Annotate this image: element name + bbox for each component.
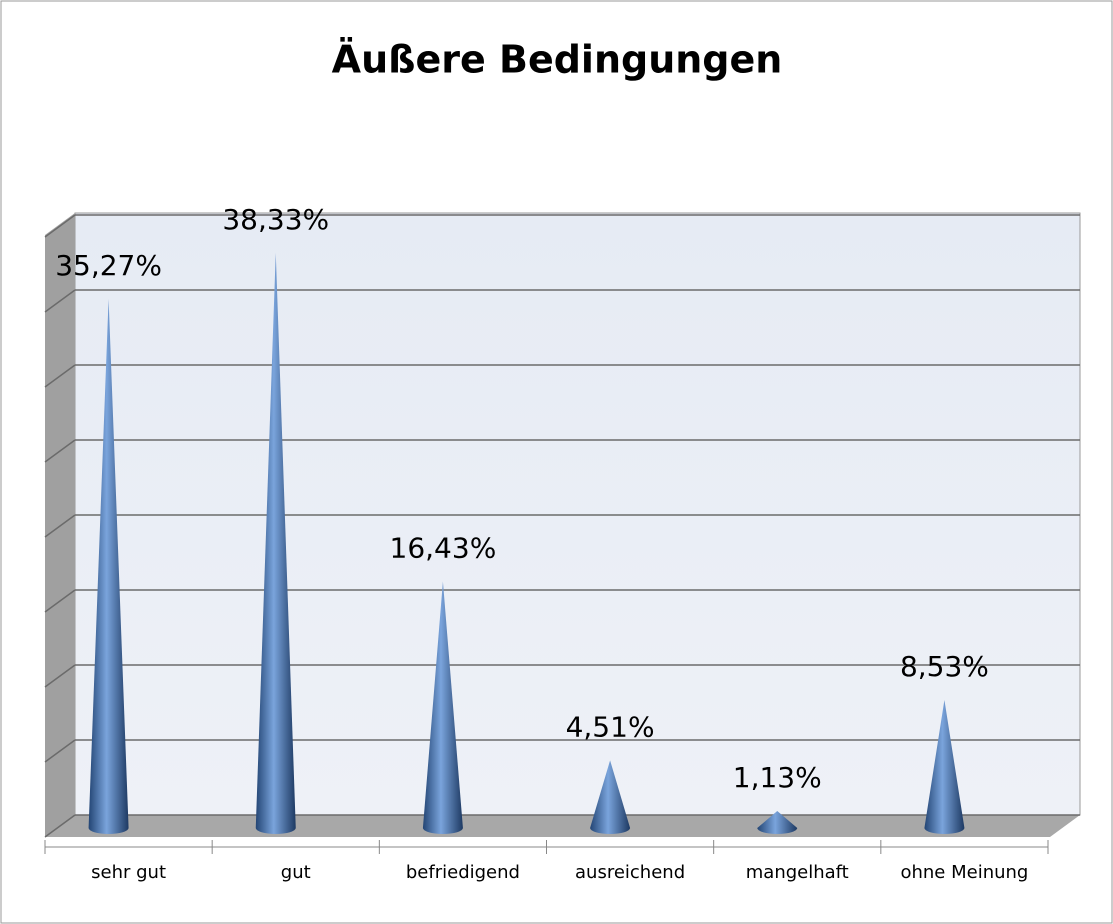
grid-line-side xyxy=(44,514,76,538)
value-label: 38,33% xyxy=(222,203,329,236)
x-tick-label: befriedigend xyxy=(406,862,520,883)
value-label: 4,51% xyxy=(566,710,655,743)
x-tick-label: ausreichend xyxy=(575,862,685,883)
cone xyxy=(924,700,965,834)
x-tick-label: ohne Meinung xyxy=(900,862,1028,883)
grid-line-side xyxy=(44,214,76,238)
grid-line-side xyxy=(44,589,76,613)
x-tick-label: gut xyxy=(281,862,311,883)
cone xyxy=(88,298,129,834)
value-label: 1,13% xyxy=(733,761,822,794)
floor xyxy=(45,815,1080,837)
grid-line-side xyxy=(44,289,76,313)
grid-line-side xyxy=(44,364,76,388)
grid-line-side xyxy=(44,739,76,763)
cone xyxy=(757,811,798,834)
cone xyxy=(422,581,463,834)
value-label: 16,43% xyxy=(390,532,497,565)
cone xyxy=(255,253,296,835)
x-tick-label: sehr gut xyxy=(91,862,166,883)
value-label: 8,53% xyxy=(900,650,989,683)
grid-line-side xyxy=(44,439,76,463)
grid-line-side xyxy=(44,814,76,838)
grid-line-side xyxy=(44,664,76,688)
value-label: 35,27% xyxy=(55,249,162,282)
chart-title: Äußere Bedingungen xyxy=(332,38,783,82)
cone xyxy=(590,760,631,834)
x-tick-label: mangelhaft xyxy=(746,862,849,883)
